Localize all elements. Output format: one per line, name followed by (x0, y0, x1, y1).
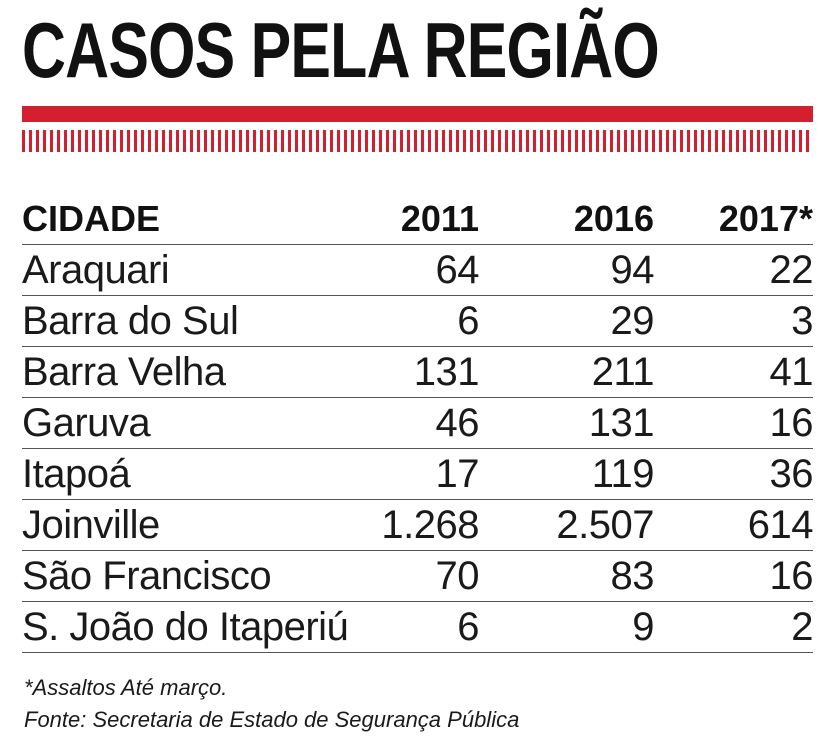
table-row: S. João do Itaperiú 6 9 2 (22, 602, 814, 653)
cell-city: Barra Velha (22, 349, 226, 394)
table-row: Garuva 46 131 16 (22, 398, 814, 449)
cell-value-2011: 131 (413, 349, 480, 394)
table-row: Araquari 64 94 22 (22, 245, 814, 296)
cell-value-2017: 16 (769, 400, 814, 445)
cell-value-2016: 131 (588, 400, 655, 445)
cell-city: S. João do Itaperiú (22, 604, 349, 649)
title-underline-bar (22, 106, 813, 122)
cell-value-2011: 46 (435, 400, 480, 445)
chart-title: CASOS PELA REGIÃO (22, 6, 660, 94)
cell-value-2016: 9 (632, 604, 654, 649)
footnote: *Assaltos Até março. (24, 675, 228, 700)
cell-city: Araquari (22, 247, 170, 292)
cell-value-2016: 29 (610, 298, 655, 343)
table-body: Araquari 64 94 22 Barra do Sul 6 29 3 Barra Velh… (22, 245, 814, 653)
cell-value-2011: 17 (435, 451, 480, 496)
column-header-2017: 2017* (718, 198, 813, 239)
cell-value-2017: 41 (769, 349, 814, 394)
table-row: São Francisco 70 83 16 (22, 551, 814, 602)
cases-table: CIDADE 2011 2016 2017* Araquari 64 94 22 Bar… (22, 190, 814, 653)
source-note: Fonte: Secretaria de Estado de Segurança… (24, 707, 520, 732)
cell-value-2011: 6 (457, 298, 479, 343)
cell-value-2016: 2.507 (556, 502, 654, 547)
table-row: Joinville 1.268 2.507 614 (22, 500, 814, 551)
cell-value-2016: 119 (591, 451, 655, 496)
cell-value-2017: 2 (791, 604, 813, 649)
column-header-2011: 2011 (400, 198, 479, 239)
decorative-tick-stripe (22, 130, 813, 152)
cell-value-2017: 16 (769, 553, 814, 598)
cell-value-2016: 211 (591, 349, 655, 394)
table-row: Barra do Sul 6 29 3 (22, 296, 814, 347)
table-row: Itapoá 17 119 36 (22, 449, 814, 500)
cell-value-2011: 6 (457, 604, 479, 649)
cell-value-2017: 3 (791, 298, 813, 343)
cell-value-2011: 64 (435, 247, 480, 292)
notes: *Assaltos Até março. Fonte: Secretaria d… (24, 672, 519, 736)
cell-city: Barra do Sul (22, 298, 239, 343)
cell-value-2016: 94 (610, 247, 655, 292)
cell-value-2017: 614 (747, 502, 814, 547)
cell-value-2011: 1.268 (381, 502, 479, 547)
cell-value-2017: 36 (769, 451, 814, 496)
cell-value-2017: 22 (769, 247, 814, 292)
cell-value-2011: 70 (435, 553, 480, 598)
cell-city: Itapoá (22, 451, 131, 496)
column-header-2016: 2016 (573, 198, 654, 239)
table-row: Barra Velha 131 211 41 (22, 347, 814, 398)
cell-city: Joinville (22, 502, 160, 547)
cell-value-2016: 83 (610, 553, 655, 598)
table-header-row: CIDADE 2011 2016 2017* (22, 190, 813, 245)
cell-city: São Francisco (22, 553, 272, 598)
cell-city: Garuva (22, 400, 151, 445)
column-header-city: CIDADE (22, 198, 161, 239)
